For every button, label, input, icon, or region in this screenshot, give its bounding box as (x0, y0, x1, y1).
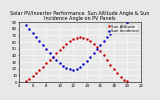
Line: Sun Altitude: Sun Altitude (25, 36, 128, 82)
Sun Altitude (28, 78, 30, 79)
Sun Altitude (120, 77, 121, 78)
Sun Incidence (32, 32, 34, 33)
Sun Incidence (89, 56, 91, 57)
Sun Incidence (49, 52, 51, 53)
Sun Altitude (89, 41, 91, 42)
Sun Altitude (39, 69, 40, 71)
Sun Altitude (62, 46, 64, 47)
Sun Incidence (92, 52, 94, 53)
Sun Altitude (123, 79, 125, 81)
Sun Altitude (96, 47, 98, 48)
Sun Incidence (103, 40, 105, 41)
Sun Altitude (69, 41, 71, 42)
Title: Solar PV/Inverter Performance  Sun Altitude Angle & Sun Incidence Angle on PV Pa: Solar PV/Inverter Performance Sun Altitu… (10, 11, 150, 21)
Sun Incidence (76, 68, 78, 69)
Sun Altitude (126, 81, 128, 82)
Sun Incidence (86, 60, 88, 61)
Sun Altitude (109, 64, 111, 65)
Sun Altitude (103, 55, 105, 56)
Sun Incidence (62, 65, 64, 67)
Sun Incidence (106, 37, 108, 38)
Sun Incidence (45, 48, 47, 49)
Sun Altitude (113, 69, 115, 70)
Sun Altitude (59, 49, 61, 51)
Sun Altitude (92, 43, 94, 45)
Sun Incidence (66, 67, 68, 69)
Legend: Sun Altitude, Sun Incidence: Sun Altitude, Sun Incidence (108, 24, 139, 34)
Sun Altitude (55, 53, 57, 54)
Sun Incidence (69, 69, 71, 70)
Sun Altitude (86, 39, 88, 40)
Sun Incidence (39, 40, 40, 41)
Sun Altitude (76, 37, 78, 39)
Sun Altitude (79, 37, 81, 38)
Sun Incidence (120, 26, 121, 27)
Sun Incidence (72, 69, 74, 71)
Sun Incidence (28, 28, 30, 29)
Sun Incidence (113, 31, 115, 32)
Sun Incidence (35, 36, 37, 37)
Sun Incidence (42, 44, 44, 45)
Sun Altitude (25, 80, 27, 81)
Sun Incidence (123, 24, 125, 25)
Sun Incidence (55, 59, 57, 61)
Line: Sun Incidence: Sun Incidence (25, 22, 128, 71)
Sun Altitude (35, 73, 37, 74)
Sun Incidence (59, 63, 61, 64)
Sun Altitude (72, 39, 74, 40)
Sun Incidence (116, 28, 118, 29)
Sun Altitude (116, 73, 118, 74)
Sun Altitude (42, 66, 44, 67)
Sun Incidence (99, 44, 101, 45)
Sun Incidence (82, 63, 84, 65)
Sun Altitude (45, 63, 47, 64)
Sun Altitude (106, 59, 108, 61)
Sun Incidence (126, 23, 128, 24)
Sun Altitude (32, 75, 34, 77)
Sun Incidence (79, 66, 81, 67)
Sun Altitude (82, 37, 84, 39)
Sun Incidence (52, 56, 54, 57)
Sun Altitude (52, 56, 54, 57)
Sun Altitude (49, 59, 51, 61)
Sun Incidence (96, 48, 98, 49)
Sun Incidence (109, 33, 111, 35)
Sun Altitude (99, 51, 101, 52)
Sun Altitude (66, 43, 68, 45)
Sun Incidence (25, 25, 27, 26)
